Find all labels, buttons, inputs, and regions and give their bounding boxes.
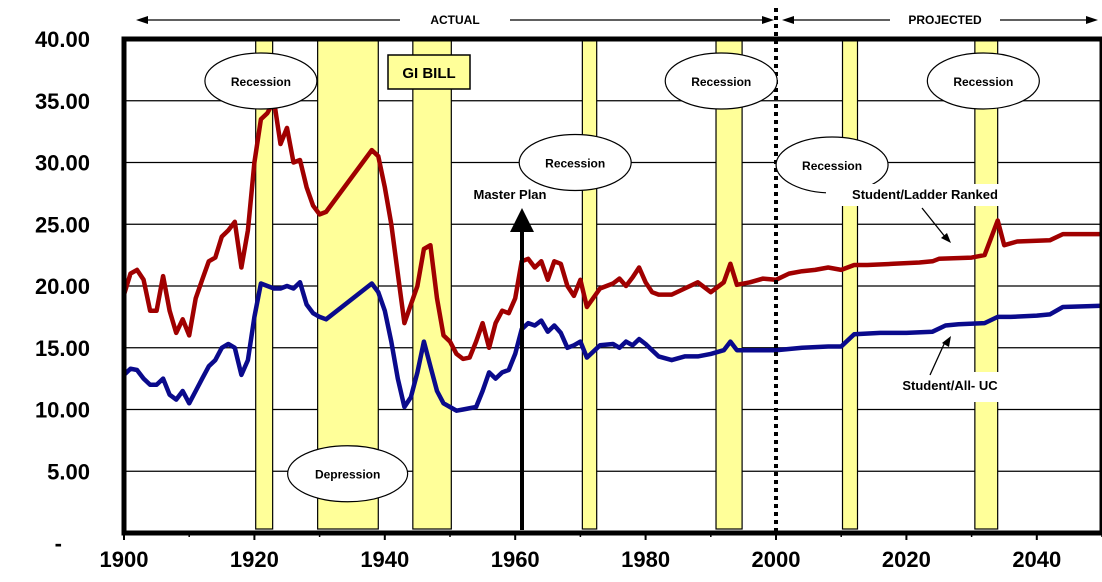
series-callout-all-label: Student/All- UC	[902, 378, 998, 393]
annotation-ellipse	[518, 133, 632, 192]
y-tick-label: 30.00	[35, 151, 90, 176]
actual-label: ACTUAL	[430, 13, 479, 27]
x-tick-label: 1980	[621, 547, 670, 572]
series-line-ladder-ranked	[121, 98, 1102, 362]
gi-bill-box	[387, 54, 471, 90]
y-tick-label: 20.00	[35, 274, 90, 299]
x-tick-label: 1940	[360, 547, 409, 572]
x-tick-label: 2000	[752, 547, 801, 572]
annotations: Recession Depression Recession Recession Rec…	[204, 52, 1040, 503]
x-tick-label: 2020	[882, 547, 931, 572]
series-callout-all-pointer	[929, 341, 946, 376]
header: ACTUAL PROJECTED	[136, 13, 1098, 27]
annotation-label: Depression	[315, 468, 380, 482]
annotation-label: Recession	[545, 157, 605, 171]
annotation-label: Recession	[231, 75, 291, 89]
series-line-all-uc	[121, 280, 1102, 413]
y-tick-label: 15.00	[35, 336, 90, 361]
annotation-ellipse	[926, 52, 1040, 110]
series-callout-ladder-arrowhead	[941, 233, 951, 243]
y-tick-label: 5.00	[47, 459, 90, 484]
master-plan-callout: Master Plan	[474, 187, 547, 530]
series-callout-all-arrowhead	[942, 336, 951, 347]
event-band	[841, 38, 859, 530]
projected-label: PROJECTED	[908, 13, 982, 27]
projected-arrow-left-head	[782, 16, 794, 24]
annotation-label: Recession	[953, 75, 1013, 89]
master-plan-label: Master Plan	[474, 187, 547, 202]
y-axis-ticks: - 5.00 10.00 15.00 20.00 25.00 30.00 35.00 40.00	[35, 27, 90, 556]
series-callout-ladder-bg	[826, 184, 1026, 206]
x-axis-ticks: 1900 1920 1940 1960 1980 2000 2020 2040	[100, 533, 1102, 572]
x-tick-label: 1920	[230, 547, 279, 572]
series-callout-ladder-label: Student/Ladder Ranked	[852, 187, 998, 202]
y-tick-label: 40.00	[35, 27, 90, 52]
series-callout-all: Student/All- UC	[864, 336, 1032, 402]
annotation-ellipse	[287, 445, 409, 503]
data-series	[121, 98, 1102, 413]
x-tick-label: 1960	[491, 547, 540, 572]
x-tick-label: 2040	[1012, 547, 1061, 572]
master-plan-arrow-head	[510, 208, 534, 232]
actual-arrow-left-head	[136, 16, 148, 24]
y-tick-label: 25.00	[35, 212, 90, 237]
plot-frame	[121, 36, 1102, 536]
event-band	[581, 38, 598, 530]
annotation-ellipse	[204, 52, 318, 110]
y-tick-label: 35.00	[35, 89, 90, 114]
x-tick-label: 1900	[100, 547, 149, 572]
y-tick-label: 10.00	[35, 398, 90, 423]
series-callout-ladder-pointer	[921, 207, 947, 239]
gi-bill-callout: GI BILL	[387, 54, 471, 90]
event-band	[974, 38, 999, 530]
actual-arrow-right-head	[762, 16, 774, 24]
annotation-ellipse	[664, 52, 778, 110]
series-callout-ladder: Student/Ladder Ranked	[826, 184, 1026, 243]
annotation-label: Recession	[802, 159, 862, 173]
series-callout-all-bg	[864, 372, 1032, 402]
y-tick-label: -	[55, 531, 62, 556]
gi-bill-label: GI BILL	[402, 65, 455, 82]
projected-arrow-right-head	[1086, 16, 1098, 24]
annotation-label: Recession	[691, 75, 751, 89]
